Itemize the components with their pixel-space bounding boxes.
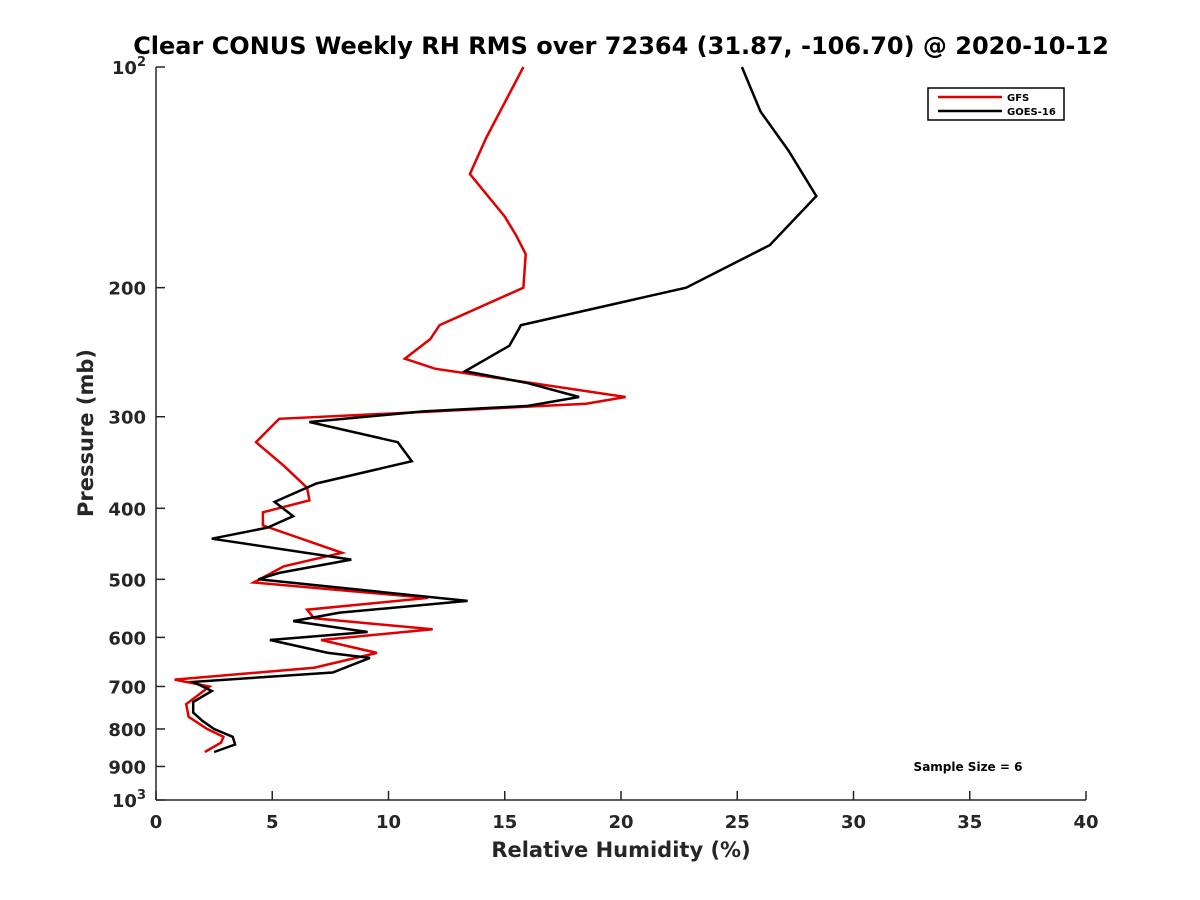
series-line-goes-16 bbox=[188, 66, 818, 754]
x-tick-label: 25 bbox=[725, 812, 750, 833]
x-tick-label: 30 bbox=[841, 812, 866, 833]
y-tick-label: 600 bbox=[108, 628, 146, 649]
sample-size-annotation: Sample Size = 6 bbox=[914, 760, 1023, 774]
x-tick-label: 15 bbox=[492, 812, 517, 833]
axes-frame bbox=[155, 67, 1086, 801]
series-layer bbox=[174, 66, 818, 754]
x-tick-label: 5 bbox=[266, 812, 279, 833]
y-tick-label: 200 bbox=[108, 279, 146, 300]
y-tick-label: 800 bbox=[108, 720, 146, 741]
legend-label-goes-16: GOES-16 bbox=[1007, 107, 1056, 118]
y-tick-label: 102 bbox=[112, 55, 146, 79]
chart-title: Clear CONUS Weekly RH RMS over 72364 (31… bbox=[133, 32, 1109, 60]
x-tick-label: 35 bbox=[957, 812, 982, 833]
y-axis-label: Pressure (mb) bbox=[74, 349, 98, 517]
ticks-layer: 0 5 10 15 20 25 30 35 40 102 200 300 400 500 600 700 800… bbox=[108, 55, 1098, 833]
y-tick-label: 400 bbox=[108, 499, 146, 520]
legend-box bbox=[927, 87, 1065, 121]
x-tick-label: 0 bbox=[150, 812, 163, 833]
legend: GFS GOES-16 bbox=[927, 87, 1065, 121]
plot-area bbox=[156, 67, 1086, 800]
y-tick-label: 300 bbox=[108, 408, 146, 429]
x-tick-label: 20 bbox=[608, 812, 633, 833]
legend-label-gfs: GFS bbox=[1007, 93, 1029, 104]
x-tick-label: 10 bbox=[376, 812, 401, 833]
x-tick-label: 40 bbox=[1073, 812, 1098, 833]
y-tick-label: 900 bbox=[108, 757, 146, 778]
y-tick-label: 500 bbox=[108, 570, 146, 591]
y-tick-label: 103 bbox=[112, 788, 146, 812]
y-tick-label: 700 bbox=[108, 677, 146, 698]
x-axis-label: Relative Humidity (%) bbox=[491, 838, 750, 862]
